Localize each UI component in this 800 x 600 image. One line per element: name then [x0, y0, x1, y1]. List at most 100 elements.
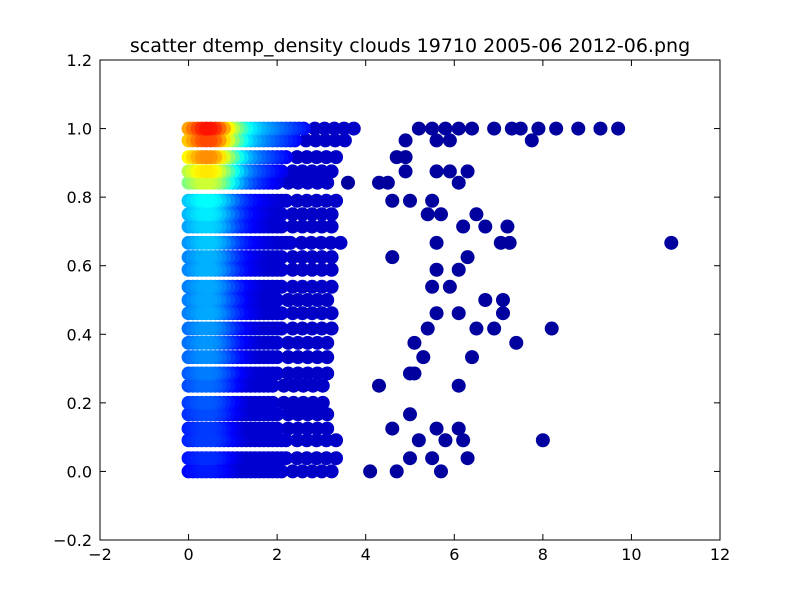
scatter-point [421, 207, 435, 221]
scatter-point [496, 293, 510, 307]
scatter-point [320, 350, 334, 364]
scatter-point [279, 194, 293, 208]
scatter-point [199, 451, 213, 465]
scatter-point [199, 379, 213, 393]
scatter-point [514, 122, 528, 136]
scatter-point [469, 207, 483, 221]
y-tick-label: 0.8 [67, 188, 92, 207]
scatter-point [275, 280, 289, 294]
scatter-point [403, 407, 417, 421]
scatter-point [416, 350, 430, 364]
scatter-point [403, 451, 417, 465]
scatter-point [270, 336, 284, 350]
scatter-point [469, 322, 483, 336]
scatter-point [390, 464, 404, 478]
scatter-point [266, 379, 280, 393]
x-tick-label: 2 [272, 545, 282, 564]
scatter-point [461, 164, 475, 178]
scatter-point [430, 263, 444, 277]
scatter-point [430, 236, 444, 250]
scatter-point [347, 122, 361, 136]
scatter-point [407, 366, 421, 380]
scatter-point [385, 250, 399, 264]
scatter-point [461, 250, 475, 264]
scatter-point [199, 350, 213, 364]
scatter-point [275, 306, 289, 320]
scatter-point [407, 336, 421, 350]
scatter-point [443, 133, 457, 147]
x-tick-label: 8 [538, 545, 548, 564]
x-tick-label: 6 [449, 545, 459, 564]
scatter-point [199, 293, 213, 307]
scatter-point [412, 433, 426, 447]
scatter-point [452, 122, 466, 136]
scatter-point [325, 322, 339, 336]
scatter-point [381, 176, 395, 190]
scatter-point [478, 220, 492, 234]
scatter-point [452, 306, 466, 320]
scatter-point [430, 164, 444, 178]
y-tick-label: 1.0 [67, 120, 92, 139]
scatter-point [320, 407, 334, 421]
scatter-point [434, 207, 448, 221]
scatter-point [421, 322, 435, 336]
scatter-point [385, 422, 399, 436]
scatter-point [275, 207, 289, 221]
scatter-point [329, 433, 343, 447]
scatter-point [452, 263, 466, 277]
scatter-point [275, 220, 289, 234]
scatter-point [320, 293, 334, 307]
scatter-point [487, 322, 501, 336]
scatter-point [363, 464, 377, 478]
scatter-point [279, 451, 293, 465]
scatter-point [199, 396, 213, 410]
y-tick-label: −0.2 [53, 531, 92, 550]
scatter-point [329, 150, 343, 164]
scatter-point [399, 133, 413, 147]
scatter-point [452, 176, 466, 190]
scatter-point [199, 220, 213, 234]
scatter-point [500, 220, 514, 234]
scatter-point [438, 433, 452, 447]
scatter-point [325, 220, 339, 234]
scatter-point [283, 236, 297, 250]
scatter-point [325, 280, 339, 294]
x-tick-label: 12 [710, 545, 730, 564]
scatter-point [199, 322, 213, 336]
scatter-point [487, 122, 501, 136]
scatter-point [503, 236, 517, 250]
scatter-point [425, 451, 439, 465]
scatter-point [275, 322, 289, 336]
scatter-point [270, 407, 284, 421]
scatter-point [325, 464, 339, 478]
scatter-point [664, 236, 678, 250]
x-tick-label: 0 [183, 545, 193, 564]
scatter-point [434, 464, 448, 478]
scatter-point [316, 379, 330, 393]
scatter-point [456, 220, 470, 234]
scatter-point [329, 194, 343, 208]
scatter-point [333, 236, 347, 250]
scatter-point [270, 350, 284, 364]
scatter-point [478, 293, 492, 307]
scatter-point [325, 207, 339, 221]
scatter-point [531, 122, 545, 136]
scatter-point [536, 433, 550, 447]
scatter-point [275, 250, 289, 264]
scatter-point [443, 280, 457, 294]
scatter-point [199, 306, 213, 320]
scatter-point [341, 176, 355, 190]
scatter-point [430, 422, 444, 436]
scatter-point [270, 293, 284, 307]
scatter-point [199, 236, 213, 250]
scatter-point [430, 306, 444, 320]
scatter-point [199, 250, 213, 264]
y-tick-label: 0.2 [67, 394, 92, 413]
scatter-point [199, 194, 213, 208]
scatter-point [525, 133, 539, 147]
scatter-point [611, 122, 625, 136]
scatter-point [452, 379, 466, 393]
scatter-point [385, 194, 399, 208]
